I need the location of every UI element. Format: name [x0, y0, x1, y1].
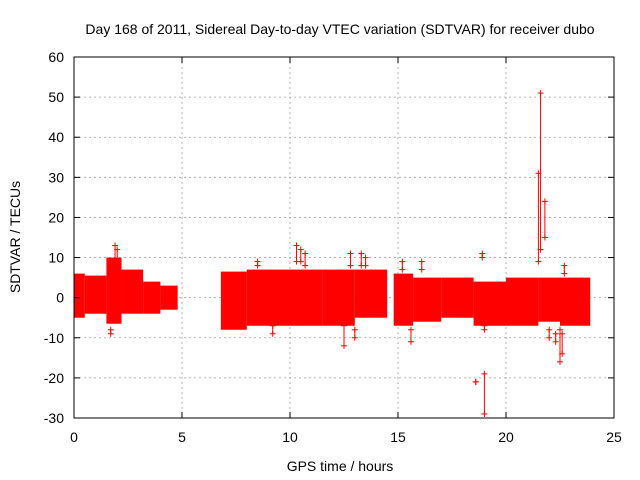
plot-border	[73, 56, 615, 419]
x-tick-label: 20	[498, 429, 514, 445]
sdtvar-errorbar	[559, 330, 566, 357]
sdtvar-errorbar	[479, 250, 486, 261]
sdtvar-errorbar	[399, 258, 406, 273]
sdtvar-band	[322, 269, 355, 326]
sdtvar-errorbar	[347, 250, 354, 269]
sdtvar-band	[246, 269, 290, 326]
sdtvar-errorbar	[552, 330, 559, 345]
sdtvar-errorbar	[302, 250, 309, 269]
sdtvar-errorbar	[297, 246, 304, 265]
y-tick-label: -30	[44, 410, 64, 426]
sdtvar-band	[506, 277, 539, 326]
sdtvar-errorbar	[557, 326, 563, 365]
x-tick-label: 10	[282, 429, 298, 445]
axis-ticks	[73, 56, 615, 419]
sdtvar-band	[441, 277, 474, 318]
y-tick-label: 20	[48, 209, 64, 225]
sdtvar-errorbar	[481, 322, 488, 333]
sdtvar-errorbar	[541, 198, 548, 241]
sdtvar-band	[560, 277, 591, 326]
y-tick-label: -20	[44, 370, 64, 386]
sdtvar-band	[220, 271, 247, 330]
x-tick-label: 25	[606, 429, 622, 445]
sdtvar-errorbar	[351, 326, 358, 341]
sdtvar-errorbar	[114, 246, 121, 269]
sdtvar-errorbar	[269, 322, 276, 337]
y-tick-label: 0	[56, 290, 64, 306]
y-tick-label: 50	[48, 89, 64, 105]
sdtvar-errorbar	[407, 326, 414, 345]
sdtvar-errorbar	[362, 254, 369, 269]
x-tick-label: 5	[178, 429, 186, 445]
sdtvar-errorbar	[472, 378, 479, 385]
sdtvar-band	[393, 273, 414, 326]
x-axis-title: GPS time / hours	[287, 458, 394, 474]
sdtvar-band	[121, 269, 144, 314]
sdtvar-band	[84, 275, 107, 314]
x-tick-label: 0	[70, 429, 78, 445]
y-tick-label: 10	[48, 250, 64, 266]
data-layer	[74, 90, 591, 417]
sdtvar-band	[160, 285, 178, 310]
sdtvar-band	[473, 281, 506, 326]
sdtvar-errorbar	[546, 326, 553, 341]
tick-labels: 0 5 10 15 20 25 -30 -20 -10 0 10 20 30 40 50 60	[44, 49, 622, 445]
sdtvar-band	[74, 273, 85, 318]
sdtvar-errorbar	[112, 242, 119, 265]
sdtvar-errorbar	[535, 170, 542, 265]
sdtvar-errorbar	[341, 322, 347, 349]
sdtvar-band	[413, 277, 442, 322]
sdtvar-band	[538, 277, 560, 322]
y-tick-label: 30	[48, 169, 64, 185]
chart-title: Day 168 of 2011, Sidereal Day-to-day VTE…	[85, 21, 594, 37]
y-tick-label: -10	[44, 330, 64, 346]
sdtvar-errorbar	[537, 90, 544, 253]
sdtvar-errorbar	[418, 258, 425, 273]
sdtvar-errorbar	[107, 326, 114, 337]
y-axis-title: SDTVAR / TECUs	[7, 181, 23, 293]
y-tick-label: 40	[48, 129, 64, 145]
sdtvar-band	[143, 281, 161, 314]
y-tick-label: 60	[48, 49, 64, 65]
x-tick-label: 15	[390, 429, 406, 445]
sdtvar-errorbar	[254, 258, 261, 269]
sdtvar-errorbar	[481, 370, 488, 417]
sdtvar-band	[354, 269, 388, 318]
sdtvar-band	[290, 269, 323, 326]
sdtvar-errorbar	[561, 262, 568, 277]
sdtvar-band	[106, 257, 122, 324]
